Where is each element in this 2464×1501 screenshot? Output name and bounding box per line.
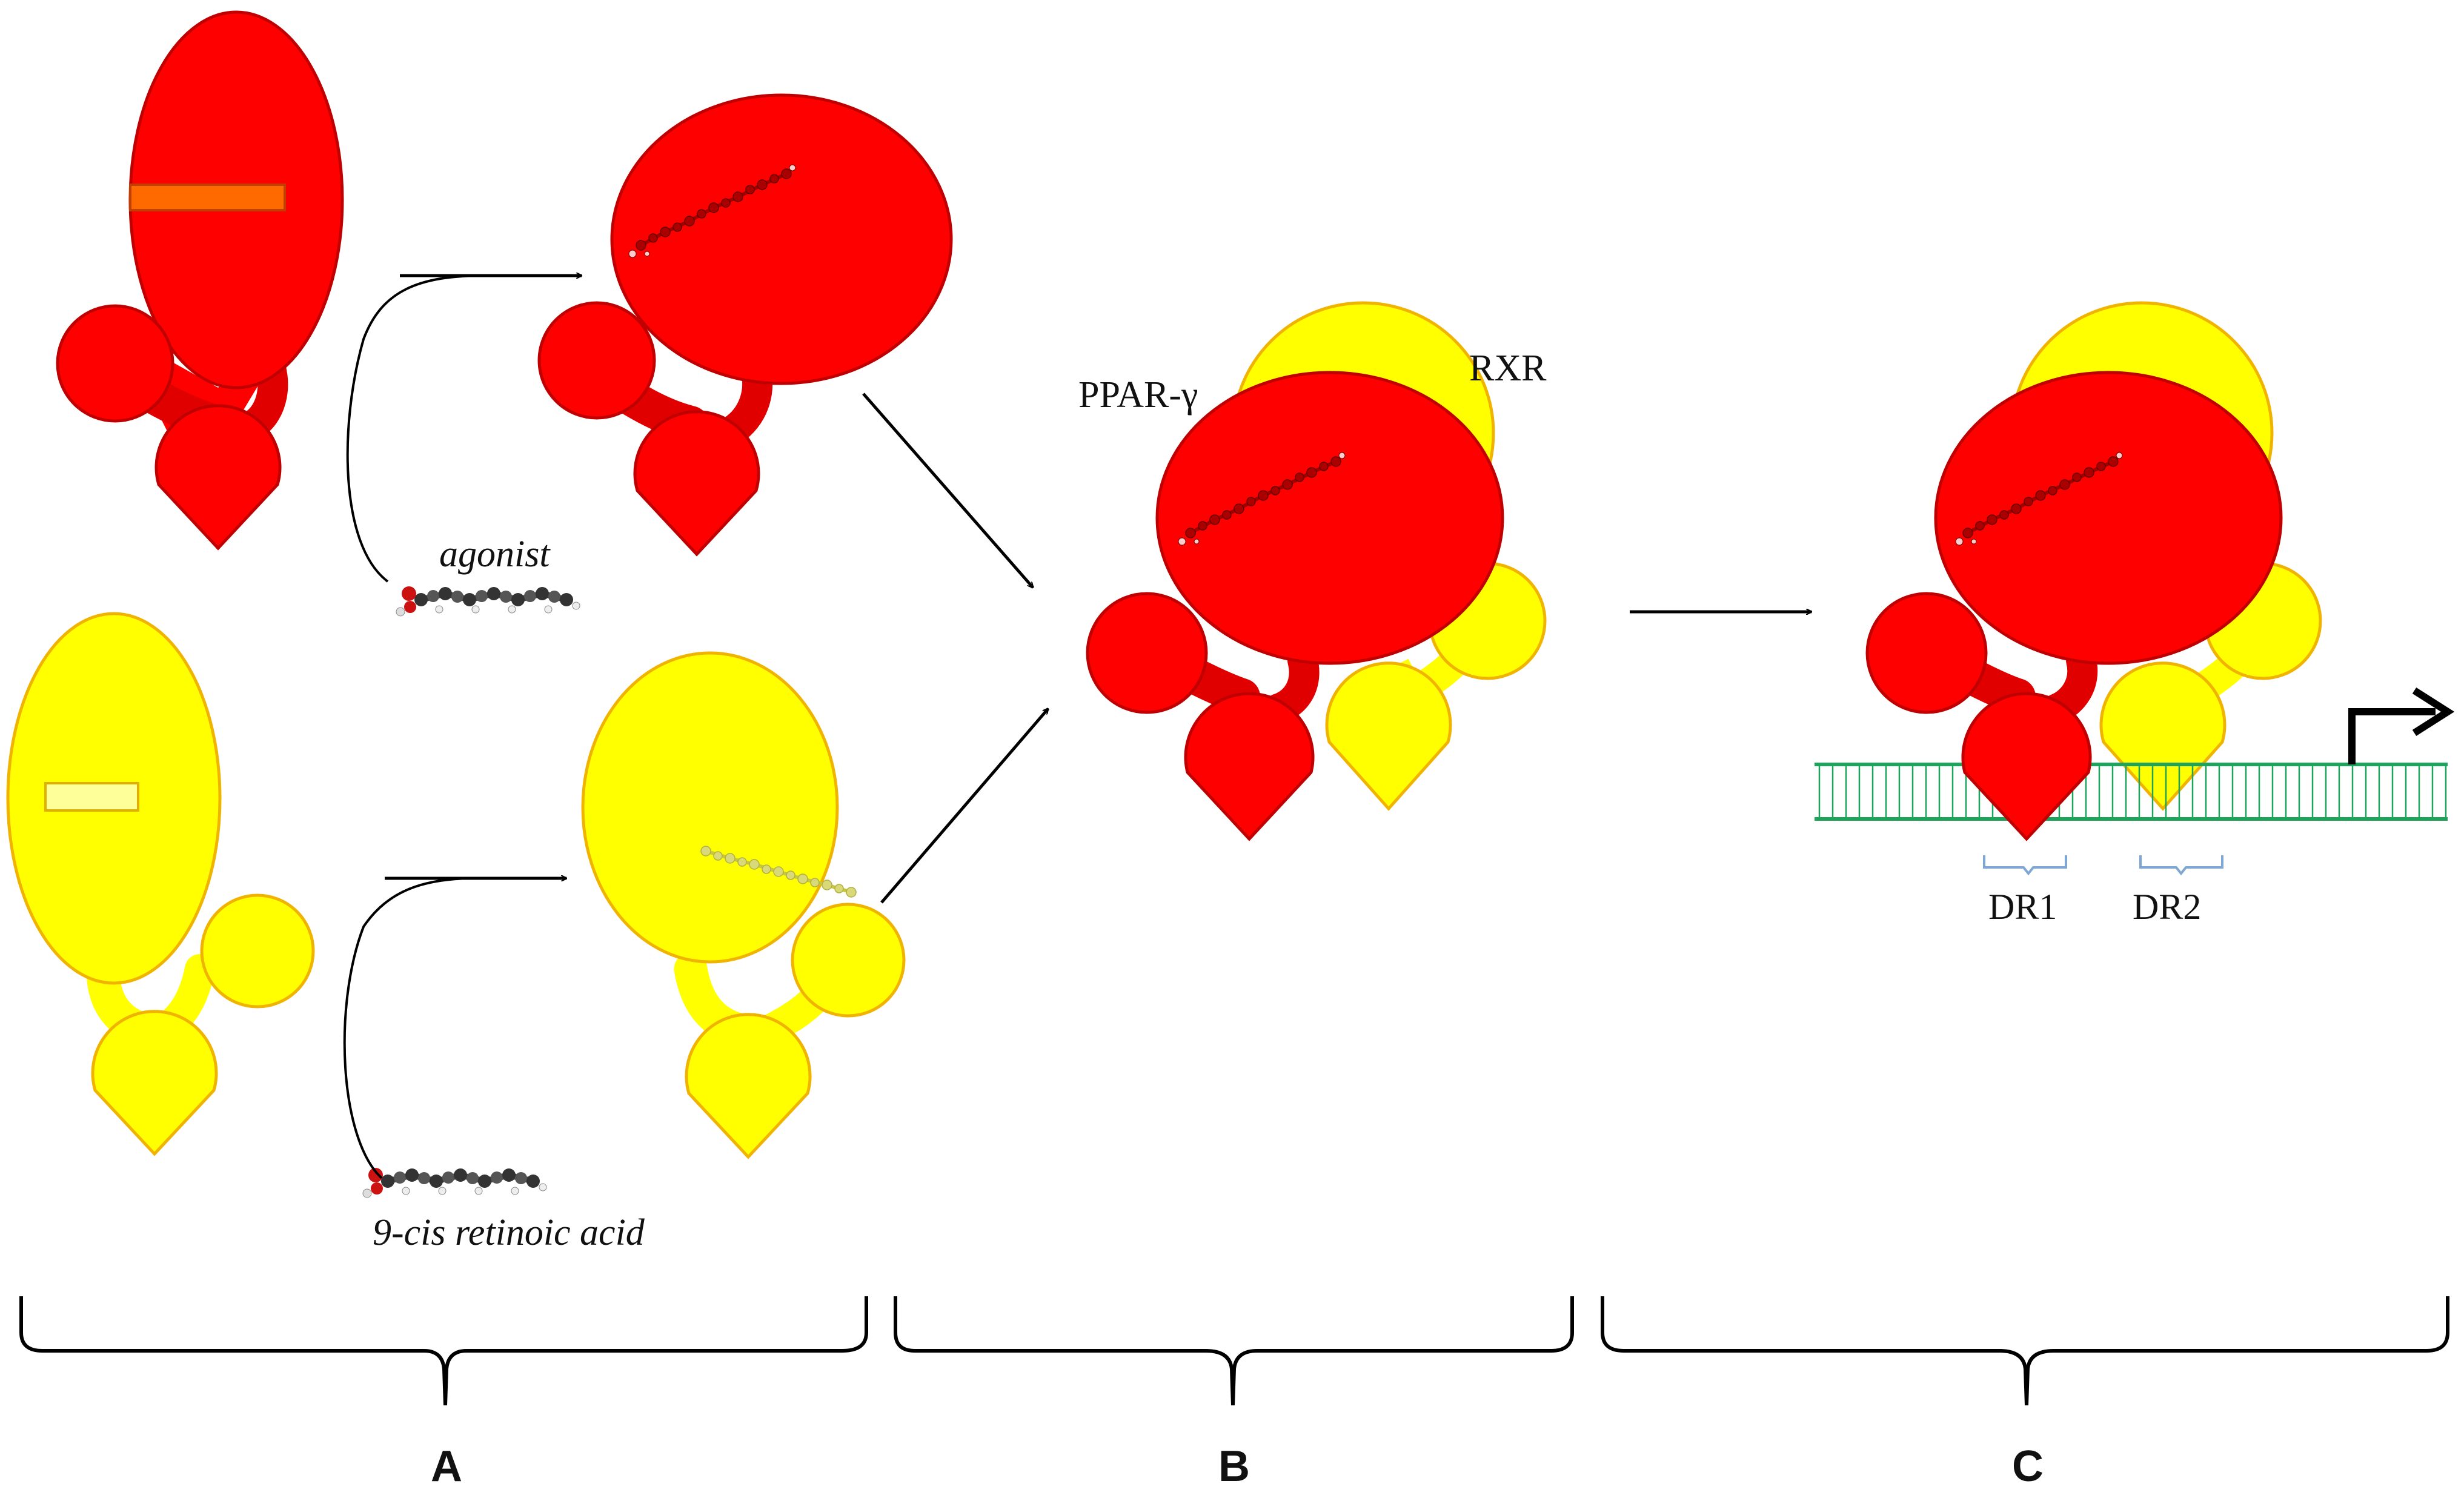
ppar-label: PPAR-γ (1078, 374, 1198, 416)
dr1-label: DR1 (1988, 887, 2057, 927)
retinoic-acid-label: 9-cis retinoic acid (373, 1212, 645, 1253)
panel-b-label: B (1218, 1442, 1250, 1491)
ppar-unliganded (56, 10, 344, 551)
panel-a-brace (19, 1296, 868, 1406)
heterodimer-b (1086, 301, 1547, 841)
transcription-arrowhead (2412, 687, 2455, 737)
heterodimer-c (1815, 301, 2455, 876)
rxr-label: RXR (1469, 348, 1547, 389)
dna-strand (1815, 763, 2448, 821)
agonist-binding-curve (346, 274, 485, 583)
transcription-start-arrow (2348, 708, 2436, 764)
agonist-label: agonist (439, 534, 551, 575)
retinoic-acid-molecule (363, 1168, 546, 1198)
panel-b-brace (894, 1296, 1574, 1406)
ppar-binding-pocket (129, 184, 286, 211)
rxr-to-heterodimer-arrow (880, 709, 1048, 904)
rxr-binding-pocket (44, 782, 139, 812)
agonist-molecule (396, 586, 580, 616)
retinoic-acid-binding-curve (343, 877, 476, 1179)
ppar-liganded (537, 93, 953, 557)
dr2-label: DR2 (2133, 887, 2201, 927)
rxr-liganded (581, 651, 906, 1159)
ppar-in-heterodimer-b (1086, 371, 1504, 841)
panel-c-brace (1601, 1296, 2449, 1406)
ppar-in-heterodimer-c (1865, 371, 2283, 841)
rxr-unliganded (6, 612, 315, 1156)
panel-c-label: C (2012, 1442, 2044, 1491)
ppar-to-heterodimer-arrow (862, 393, 1033, 588)
panel-a-label: A (431, 1442, 462, 1491)
dr1-bracket (1983, 855, 2067, 876)
dr2-bracket (2139, 855, 2223, 876)
